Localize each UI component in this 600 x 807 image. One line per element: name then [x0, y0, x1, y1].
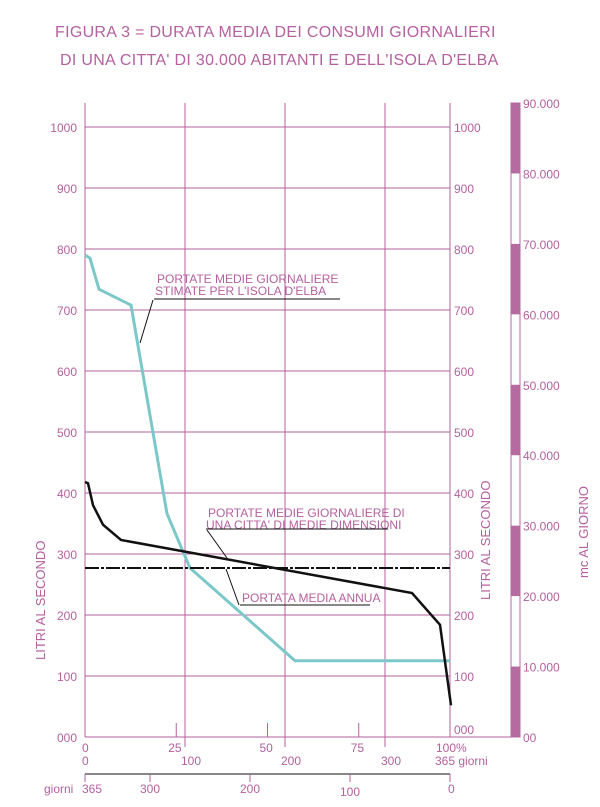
series-line-elba: [84, 253, 450, 663]
y-tick-left: 1000: [50, 121, 77, 135]
series-line-city: [84, 480, 453, 706]
y-tick-right: 100: [454, 670, 474, 684]
y-tick-left: 600: [57, 365, 77, 379]
mc-bar-segment: [511, 103, 520, 174]
mc-tick-label: 10.000: [523, 661, 560, 675]
annotation-elba: STIMATE PER L'ISOLA D'ELBA: [155, 284, 326, 298]
reverse-days-label: 100: [340, 785, 360, 799]
mc-bar-segment: [511, 666, 520, 737]
y-axis-label-mc: mc AL GIORNO: [576, 486, 591, 578]
reverse-days-label: 300: [140, 782, 160, 796]
x-percent-label: 75: [351, 741, 365, 755]
x-days-label: 0: [82, 754, 89, 768]
x-days-label: 365 giorni: [435, 754, 488, 768]
annotation-leader: [139, 299, 154, 344]
reverse-days-label: 365: [82, 782, 102, 796]
y-tick-right: 800: [454, 243, 474, 257]
x-days-label: 100: [181, 754, 201, 768]
y-tick-left: 800: [57, 243, 77, 257]
y-axis-label-left: LITRI AL SECONDO: [33, 541, 48, 660]
y-tick-left: 300: [57, 548, 77, 562]
mc-tick-label: 20.000: [523, 590, 560, 604]
mc-bar-segment: [511, 243, 520, 315]
mc-bar-segment: [511, 525, 520, 597]
annotation-elba: PORTATE MEDIE GIORNALIERE: [157, 272, 338, 286]
x-percent-label: 100%: [436, 741, 467, 755]
y-tick-right: 700: [454, 304, 474, 318]
mc-bar-segment: [511, 384, 520, 456]
reverse-days-unit: giorni: [44, 782, 73, 796]
y-tick-right: 500: [454, 426, 474, 440]
mc-tick-label: 40.000: [523, 449, 560, 463]
mc-tick-label: 50.000: [523, 379, 560, 393]
y-axis-label-right: LITRI AL SECONDO: [478, 481, 493, 600]
mc-tick-label: 30.000: [523, 520, 560, 534]
y-tick-right: 000: [454, 723, 474, 737]
x-days-label: 300: [381, 754, 401, 768]
annotation-mean: PORTATA MEDIA ANNUA: [242, 591, 380, 605]
mc-tick-label: 00: [523, 731, 537, 745]
y-tick-left: 100: [57, 670, 77, 684]
y-tick-left: 900: [57, 182, 77, 196]
mc-tick-label: 70.000: [523, 238, 560, 252]
annotation-city: UNA CITTA' DI MEDIE DIMENSIONI: [206, 518, 401, 532]
y-tick-left: 700: [57, 304, 77, 318]
mc-tick-label: 90.000: [523, 97, 560, 111]
annotation-city: PORTATE MEDIE GIORNALIERE DI: [208, 506, 405, 520]
x-percent-label: 50: [260, 741, 274, 755]
y-tick-right: 600: [454, 365, 474, 379]
mc-tick-label: 60.000: [523, 308, 560, 322]
x-percent-label: 25: [168, 741, 182, 755]
mc-tick-label: 80.000: [523, 167, 560, 181]
y-tick-left: 400: [57, 487, 77, 501]
y-tick-right: 900: [454, 182, 474, 196]
chart-title-line-2: DI UNA CITTA' DI 30.000 ABITANTI E DELL'…: [60, 52, 499, 69]
y-tick-left: 000: [57, 731, 77, 745]
annotation-leader: [225, 568, 240, 606]
y-tick-right: 1000: [454, 121, 481, 135]
x-percent-label: 0: [82, 741, 89, 755]
x-days-label: 200: [281, 754, 301, 768]
chart-title-line-1: FIGURA 3 = DURATA MEDIA DEI CONSUMI GIOR…: [55, 24, 496, 41]
annotation-leader: [206, 529, 228, 559]
y-tick-right: 400: [454, 487, 474, 501]
y-tick-right: 200: [454, 609, 474, 623]
y-tick-left: 500: [57, 426, 77, 440]
y-tick-left: 200: [57, 609, 77, 623]
reverse-days-label: 200: [240, 782, 260, 796]
reverse-days-label: 0: [448, 782, 455, 796]
y-tick-right: 300: [454, 548, 474, 562]
